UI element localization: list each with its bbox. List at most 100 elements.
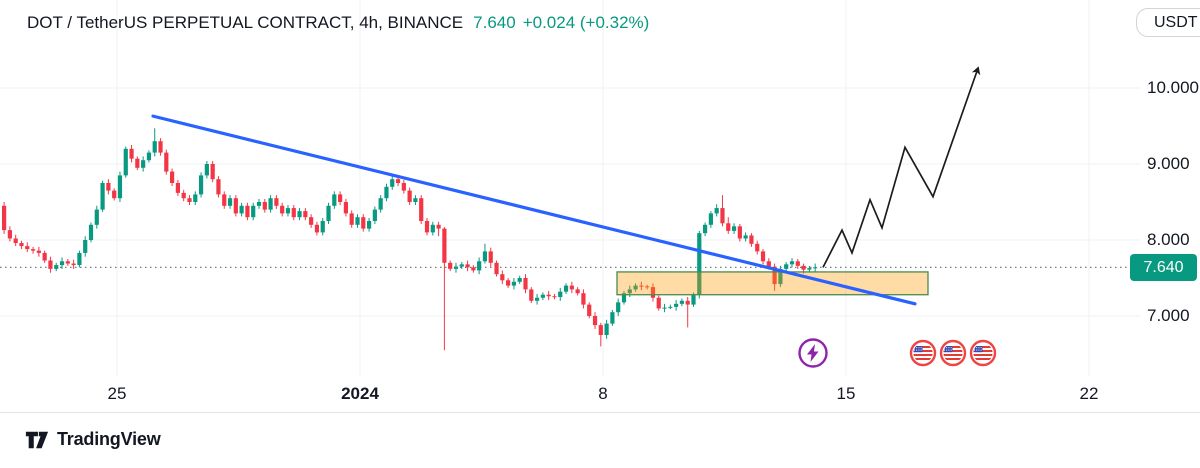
lightning-event-icon[interactable]	[798, 338, 828, 368]
candle	[552, 293, 557, 300]
candle	[343, 198, 349, 217]
candle	[297, 208, 302, 221]
price-axis-label: 9.000	[1147, 154, 1190, 173]
candle	[448, 260, 453, 272]
candle	[702, 222, 708, 237]
candle	[708, 211, 713, 228]
candle	[500, 270, 505, 285]
candle	[141, 156, 146, 172]
candle	[679, 298, 685, 307]
candle	[726, 217, 731, 234]
price-change-value: +0.024 (+0.32%)	[522, 13, 650, 32]
candle	[604, 319, 609, 339]
candle	[465, 260, 470, 272]
candle	[233, 195, 238, 217]
candle	[361, 214, 366, 232]
last-price-value: 7.640	[473, 13, 516, 32]
candle	[558, 287, 563, 301]
bullish-projection-arrow[interactable]	[822, 66, 981, 268]
candle	[413, 195, 418, 206]
tradingview-brand-label[interactable]: TradingView	[57, 429, 161, 449]
candle	[251, 202, 256, 221]
candle	[645, 284, 650, 290]
candle	[170, 168, 175, 187]
candle	[355, 214, 360, 228]
candle	[83, 236, 88, 257]
candle	[152, 128, 157, 157]
candle	[245, 202, 250, 221]
candle	[198, 172, 204, 198]
candle	[494, 260, 499, 277]
candle	[42, 250, 47, 263]
candle	[216, 176, 221, 198]
candle	[731, 223, 737, 234]
candle	[743, 232, 748, 242]
currency-unit-button[interactable]: USDT	[1136, 8, 1200, 37]
candle	[482, 243, 488, 264]
current-price-badge: 7.640	[1130, 254, 1197, 282]
candle	[436, 221, 441, 237]
candle	[471, 265, 476, 273]
candle	[581, 289, 586, 309]
us-flag-event-icon[interactable]	[909, 339, 937, 367]
candle	[332, 191, 337, 209]
candle	[592, 312, 598, 329]
candle	[390, 175, 395, 190]
us-flag-event-icon[interactable]	[969, 339, 997, 367]
price-chart-canvas[interactable]	[0, 0, 1140, 376]
us-flag-event-icon[interactable]	[939, 339, 967, 367]
candle	[575, 287, 580, 296]
candle	[88, 222, 94, 243]
descending-trendline[interactable]	[151, 114, 917, 306]
candle	[366, 217, 372, 232]
candle	[424, 217, 430, 236]
candle	[256, 198, 262, 209]
tradingview-logo-icon[interactable]	[25, 430, 49, 450]
candle	[401, 179, 406, 194]
candle	[239, 202, 244, 217]
candle	[164, 149, 169, 175]
candle	[314, 221, 320, 236]
candle	[459, 262, 464, 269]
candle	[210, 160, 215, 183]
candle	[616, 298, 621, 316]
grid	[0, 0, 1140, 376]
candle	[813, 263, 818, 272]
support-zone-rectangle[interactable]	[616, 271, 929, 296]
candle	[488, 247, 493, 267]
candle	[285, 205, 291, 217]
candle	[534, 293, 540, 305]
candle	[123, 146, 128, 178]
time-axis-label: 25	[107, 384, 127, 403]
candle	[13, 234, 18, 247]
candle	[100, 180, 105, 212]
candle	[430, 221, 435, 236]
candle	[529, 287, 534, 304]
candle	[59, 257, 65, 269]
candle	[112, 188, 117, 201]
candle	[714, 204, 719, 217]
symbol-title[interactable]: DOT / TetherUS PERPETUAL CONTRACT, 4h, B…	[27, 13, 464, 32]
candle	[117, 171, 123, 202]
time-axis-label: 22	[1079, 384, 1099, 403]
candle	[19, 240, 24, 250]
candle	[326, 202, 331, 225]
price-axis-label: 8.000	[1147, 230, 1190, 249]
time-axis-label: 8	[598, 384, 608, 403]
candle	[697, 230, 702, 299]
candle	[338, 191, 343, 206]
candle	[668, 304, 673, 310]
candle	[7, 226, 12, 242]
candle	[610, 309, 615, 326]
candles	[2, 128, 818, 351]
candle	[662, 303, 667, 313]
candle	[506, 278, 511, 288]
candle	[674, 300, 679, 311]
candle	[309, 214, 314, 228]
candle	[65, 259, 70, 266]
candle	[158, 138, 163, 156]
price-axis-label: 7.000	[1147, 306, 1190, 325]
price-axis-label: 10.000	[1147, 78, 1199, 97]
candle	[540, 292, 545, 301]
